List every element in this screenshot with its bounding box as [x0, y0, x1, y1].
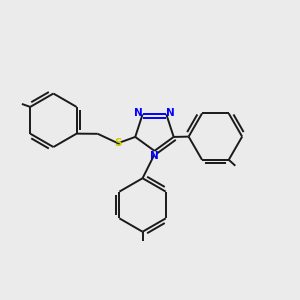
Text: N: N	[166, 108, 175, 118]
Text: S: S	[114, 138, 122, 148]
Text: N: N	[150, 151, 159, 160]
Text: N: N	[134, 108, 143, 118]
